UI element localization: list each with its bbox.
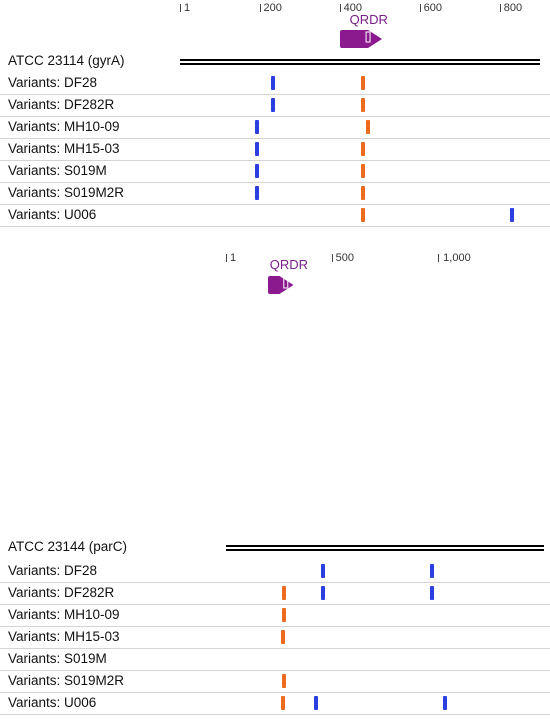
variant-row[interactable]: Variants: S019M	[0, 649, 550, 671]
position-ruler: 1 200 400 600 800	[0, 0, 550, 30]
variant-mark-blue[interactable]	[509, 208, 514, 222]
variant-row-label: Variants: S019M2R	[8, 673, 125, 688]
variant-mark-orange[interactable]	[361, 208, 366, 222]
ruler-tick-label: 200	[263, 2, 282, 14]
variant-mark-orange[interactable]	[365, 120, 370, 134]
variant-row[interactable]: Variants: DF28	[0, 561, 550, 583]
ruler-tick-label: 400	[343, 2, 362, 14]
variant-row-label: Variants: S019M	[8, 163, 107, 178]
variant-row[interactable]: Variants: DF282R	[0, 583, 550, 605]
ruler-tick-label: 500	[335, 252, 355, 264]
variant-row-label: Variants: DF282R	[8, 585, 115, 600]
variant-row[interactable]: Variants: MH10-09	[0, 605, 550, 627]
variant-mark-blue[interactable]	[270, 76, 275, 90]
variant-mark-orange[interactable]	[361, 98, 366, 112]
variant-row-label: Variants: S019M2R	[8, 185, 125, 200]
variant-row[interactable]: Variants: MH10-09	[0, 117, 550, 139]
track-panel: 1 500 1,000 QRDR ATCC 23144 (parC) Variants: …	[0, 243, 550, 719]
variant-mark-blue[interactable]	[313, 696, 318, 710]
variant-row[interactable]: Variants: MH15-03	[0, 139, 550, 161]
variant-row[interactable]: Variants: DF28	[0, 73, 550, 95]
variant-row[interactable]: Variants: S019M2R	[0, 671, 550, 693]
variant-mark-orange[interactable]	[361, 142, 366, 156]
ruler-tick	[180, 4, 181, 12]
feature-label: QRDR	[349, 12, 388, 27]
variant-mark-orange[interactable]	[281, 586, 286, 600]
feature-label: QRDR	[269, 257, 309, 272]
ruler-tick-label: 1	[183, 2, 191, 14]
variant-mark-blue[interactable]	[321, 586, 326, 600]
ruler-tick-label: 800	[503, 2, 523, 14]
variant-mark-blue[interactable]	[254, 164, 259, 178]
ruler-tick	[437, 254, 439, 262]
gene-arrow-icon[interactable]	[339, 30, 382, 48]
position-ruler: 1 500 1,000	[0, 250, 550, 280]
variant-mark-orange[interactable]	[281, 608, 286, 622]
variant-row[interactable]: Variants: U006	[0, 205, 550, 227]
variant-row-label: Variants: MH10-09	[8, 119, 120, 134]
variant-mark-blue[interactable]	[254, 142, 259, 156]
reference-sequence-line	[180, 59, 540, 65]
variant-mark-orange[interactable]	[361, 186, 366, 200]
gene-arrow-icon[interactable]	[268, 276, 294, 294]
variant-mark-orange[interactable]	[280, 696, 285, 710]
ruler-tick	[226, 254, 227, 262]
reference-label: ATCC 23144 (parC)	[8, 539, 128, 554]
variant-row-label: Variants: U006	[8, 207, 97, 222]
variant-row-label: Variants: MH10-09	[8, 607, 120, 622]
variant-row-label: Variants: MH15-03	[8, 141, 120, 156]
variant-mark-orange[interactable]	[361, 76, 366, 90]
ruler-tick-label: 600	[423, 2, 443, 14]
variant-mark-blue[interactable]	[442, 696, 447, 710]
ruler-tick	[331, 254, 333, 262]
variant-mark-blue[interactable]	[254, 120, 259, 134]
ruler-tick	[259, 4, 261, 12]
variant-row[interactable]: Variants: MH15-03	[0, 627, 550, 649]
variant-mark-blue[interactable]	[321, 564, 326, 578]
ruler-tick-label: 1,000	[443, 252, 471, 264]
variant-mark-orange[interactable]	[281, 674, 286, 688]
ruler-tick	[499, 4, 501, 12]
ruler-tick	[339, 4, 341, 12]
ruler-tick	[419, 4, 421, 12]
variant-row-label: Variants: U006	[8, 695, 97, 710]
variant-mark-orange[interactable]	[280, 630, 285, 644]
variant-row[interactable]: Variants: U006	[0, 693, 550, 715]
variant-row[interactable]: Variants: DF282R	[0, 95, 550, 117]
variant-row-label: Variants: DF28	[8, 563, 98, 578]
variant-mark-blue[interactable]	[429, 564, 434, 578]
variant-row-label: Variants: DF28	[8, 75, 98, 90]
variant-mark-blue[interactable]	[429, 586, 434, 600]
variant-row[interactable]: Variants: S019M	[0, 161, 550, 183]
reference-sequence-line	[226, 545, 544, 551]
reference-sequence-row[interactable]: ATCC 23144 (parC)	[0, 537, 550, 559]
variant-row[interactable]: Variants: S019M2R	[0, 183, 550, 205]
variant-mark-blue[interactable]	[270, 98, 275, 112]
variant-row-label: Variants: S019M	[8, 651, 107, 666]
variant-mark-orange[interactable]	[361, 164, 366, 178]
variant-row-label: Variants: MH15-03	[8, 629, 120, 644]
ruler-tick-label: 1	[229, 252, 237, 264]
variant-mark-blue[interactable]	[254, 186, 259, 200]
variant-row-label: Variants: DF282R	[8, 97, 115, 112]
track-panel: 1 200 400 600 800 QRDR ATCC 23114 (gyrA) Varian…	[0, 0, 550, 231]
reference-sequence-row[interactable]: ATCC 23114 (gyrA)	[0, 51, 550, 73]
reference-label: ATCC 23114 (gyrA)	[8, 53, 125, 68]
